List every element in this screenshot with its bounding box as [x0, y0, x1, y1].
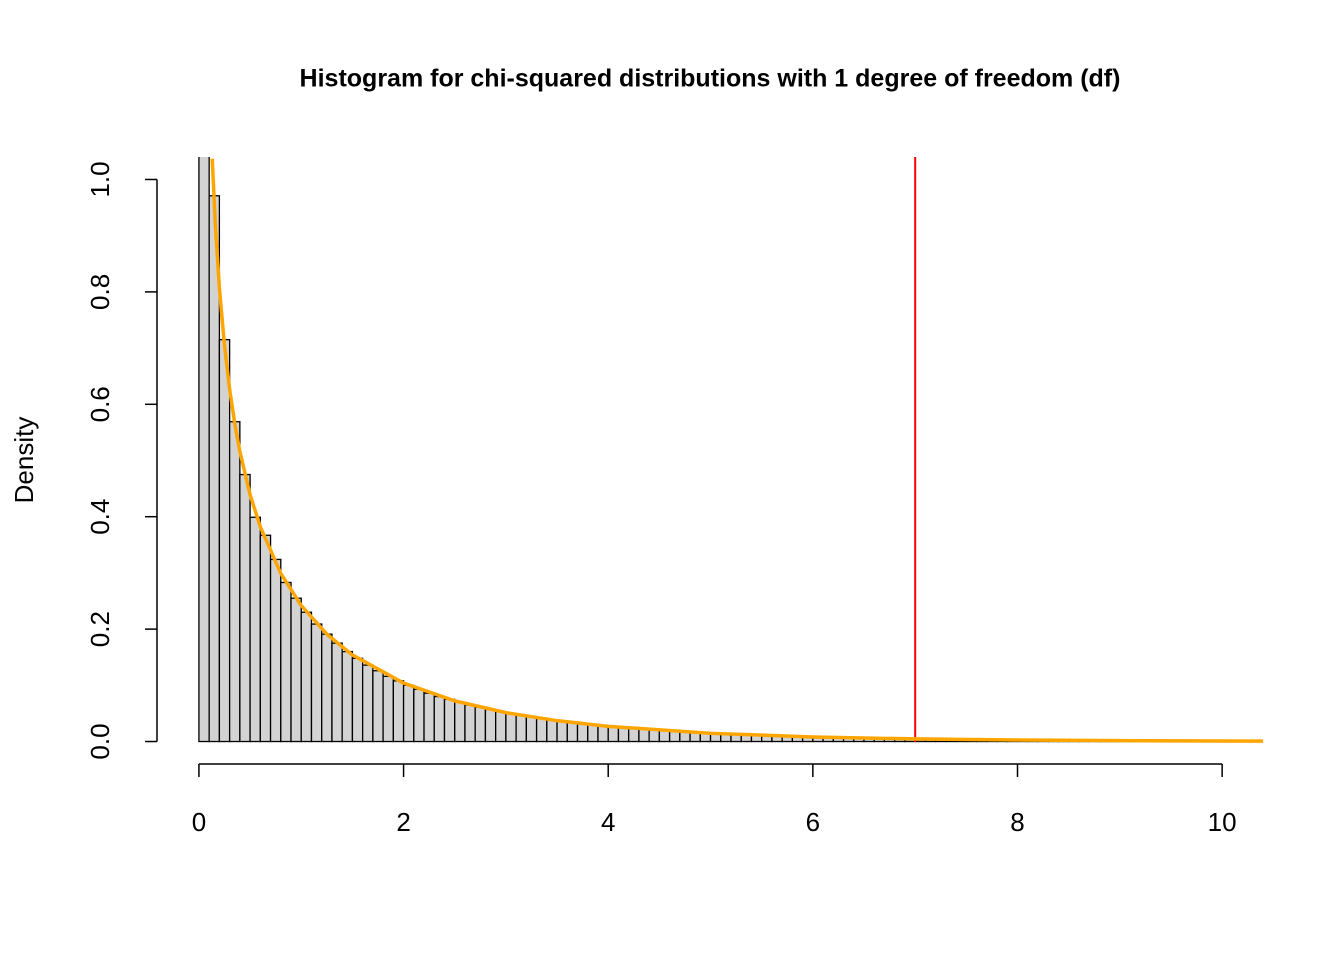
y-tick-label: 1.0 [85, 161, 115, 197]
bar [259, 534, 272, 743]
chart-title: Histogram for chi-squared distributions … [300, 65, 1121, 93]
density-curve [210, 158, 1264, 743]
bar [423, 692, 435, 743]
y-axis-label: Density [9, 417, 39, 504]
bar [413, 688, 425, 743]
bar [658, 730, 671, 743]
bar [269, 558, 282, 743]
bar [433, 695, 446, 743]
bar [556, 720, 568, 743]
bar [668, 730, 681, 743]
bar [228, 421, 241, 743]
plot-area [198, 157, 1264, 743]
bar [331, 642, 343, 743]
y-tick-label: 0.0 [85, 723, 115, 759]
bar [300, 611, 313, 743]
bar [505, 712, 517, 743]
bar [198, 157, 210, 743]
y-tick-label: 0.6 [85, 386, 115, 422]
bar [402, 684, 415, 743]
bar [566, 721, 579, 743]
bar [546, 719, 558, 743]
bar [249, 516, 261, 743]
bar [239, 473, 251, 743]
x-tick-label: 4 [601, 807, 615, 837]
bar [474, 706, 487, 743]
y-tick-label: 0.8 [85, 274, 115, 310]
bar [382, 675, 394, 743]
bar [628, 727, 640, 743]
bar [392, 680, 405, 743]
x-tick-label: 2 [396, 807, 410, 837]
bar [218, 339, 231, 743]
y-tick-label: 0.4 [85, 499, 115, 535]
bar [464, 704, 476, 743]
bar [321, 633, 333, 743]
bar [290, 597, 302, 743]
x-tick-label: 6 [806, 807, 820, 837]
bar [597, 725, 609, 743]
bar [454, 701, 466, 743]
bar [607, 726, 620, 743]
bar [310, 623, 323, 743]
bar [443, 698, 456, 743]
bar [495, 711, 507, 743]
x-tick-label: 8 [1010, 807, 1024, 837]
bar [372, 670, 384, 743]
bar [515, 714, 528, 743]
bar [351, 657, 364, 743]
bar [617, 726, 630, 743]
x-tick-label: 10 [1208, 807, 1237, 837]
bar [361, 664, 374, 743]
bar [484, 708, 497, 743]
bar [587, 724, 599, 743]
bar [535, 717, 548, 743]
bar [648, 729, 661, 743]
bar [638, 728, 650, 743]
bar [341, 650, 354, 743]
bar [525, 716, 538, 743]
x-tick-label: 0 [192, 807, 206, 837]
bar [576, 722, 589, 743]
y-tick-label: 0.2 [85, 611, 115, 647]
bar [280, 581, 292, 743]
